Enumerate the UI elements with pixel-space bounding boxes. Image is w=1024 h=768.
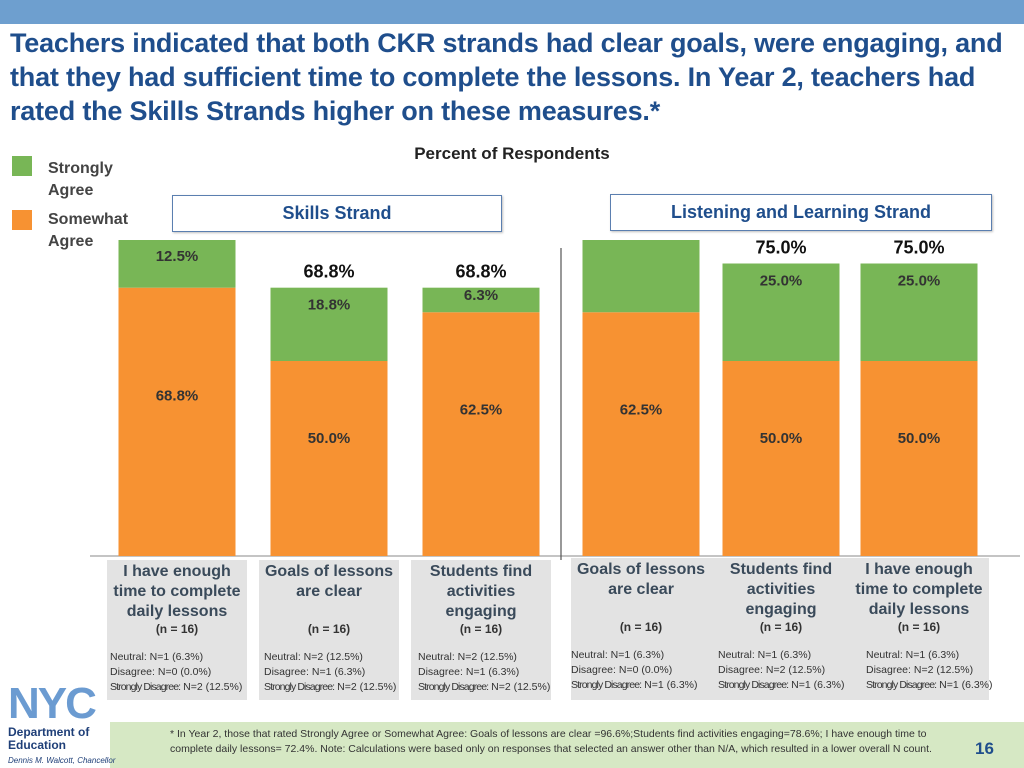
neutral-count: Neutral: N=1 (6.3%): [866, 649, 960, 661]
category-box-6: [849, 558, 989, 700]
top-banner: [0, 0, 1024, 24]
strongly-disagree-label: Strongly Disagree:: [418, 681, 489, 693]
distribution-1: Neutral: N=1 (6.3%) Disagree: N=0 (0.0%) S…: [110, 650, 242, 695]
label-somewhat-agree-6: 50.0%: [898, 430, 941, 447]
category-label-1: I have enough time to complete daily les…: [113, 563, 241, 620]
strongly-disagree-label: Strongly Disagree:: [110, 681, 181, 693]
category-box-3: [411, 560, 551, 700]
strongly-disagree-label: Strongly Disagree:: [571, 679, 642, 691]
legend-swatch-strongly-agree: [12, 156, 32, 176]
distribution-4: Neutral: N=1 (6.3%) Disagree: N=0 (0.0%) S…: [571, 648, 698, 693]
label-strongly-agree-6: 25.0%: [898, 273, 941, 290]
bar-somewhat-agree-4: [582, 312, 700, 556]
label-strongly-agree-3: 6.3%: [464, 287, 498, 304]
bar-strongly-agree-5: [722, 263, 840, 361]
stacked-bar-chart: 68.8%12.5%81.3%50.0%18.8%68.8%62.5%6.3%6…: [90, 240, 1020, 560]
bar-strongly-agree-3: [422, 287, 540, 313]
category-n-5: (n = 16): [759, 620, 803, 634]
strongly-disagree-label: Strongly Disagree:: [866, 679, 937, 691]
strongly-disagree-count: Strongly Disagree: N=2 (12.5%): [110, 680, 242, 695]
label-strongly-agree-4: 25.0%: [620, 240, 663, 241]
bar-somewhat-agree-5: [722, 361, 840, 556]
strongly-disagree-value: N=1 (6.3%): [788, 679, 845, 691]
neutral-count: Neutral: N=1 (6.3%): [571, 649, 665, 661]
neutral-count: Neutral: N=2 (12.5%): [264, 651, 363, 663]
legend-swatch-somewhat-agree: [12, 210, 32, 230]
bar-somewhat-agree-2: [270, 361, 388, 556]
logo-nyc: NYC: [8, 679, 97, 728]
category-label-3: Students find activities engaging: [429, 563, 533, 620]
distribution-3: Neutral: N=2 (12.5%) Disagree: N=1 (6.3%)…: [418, 650, 550, 695]
bar-strongly-agree-6: [860, 263, 978, 361]
strand-label-listening-learning: Listening and Learning Strand: [610, 194, 992, 231]
disagree-count: Disagree: N=2 (12.5%): [718, 664, 826, 676]
strongly-disagree-label: Strongly Disagree:: [264, 681, 335, 693]
category-n-1: (n = 16): [155, 622, 199, 636]
strongly-disagree-count: Strongly Disagree: N=1 (6.3%): [571, 678, 698, 693]
strongly-disagree-value: N=1 (6.3%): [936, 679, 993, 691]
disagree-count: Disagree: N=2 (12.5%): [866, 664, 974, 676]
label-total-2: 68.8%: [303, 262, 354, 282]
category-n-2: (n = 16): [307, 622, 351, 636]
strongly-disagree-value: N=2 (12.5%): [334, 681, 397, 693]
category-n-3: (n = 16): [459, 622, 503, 636]
category-label-5: Students find activities engaging: [729, 561, 833, 618]
distribution-5: Neutral: N=1 (6.3%) Disagree: N=2 (12.5%)…: [718, 648, 845, 693]
category-label-4: Goals of lessons are clear: [576, 561, 706, 598]
label-somewhat-agree-5: 50.0%: [760, 430, 803, 447]
nyc-doe-logo: NYC Department of Education Dennis M. Wa…: [8, 679, 116, 766]
disagree-count: Disagree: N=1 (6.3%): [418, 666, 520, 678]
logo-chancellor: Dennis M. Walcott, Chancellor: [8, 756, 116, 765]
strongly-disagree-value: N=2 (12.5%): [488, 681, 551, 693]
strongly-disagree-label: Strongly Disagree:: [718, 679, 789, 691]
bar-strongly-agree-2: [270, 287, 388, 361]
category-n-4: (n = 16): [619, 620, 663, 634]
strongly-disagree-count: Strongly Disagree: N=2 (12.5%): [264, 680, 396, 695]
label-total-5: 75.0%: [755, 240, 806, 258]
label-strongly-agree-1: 12.5%: [156, 248, 199, 265]
chart-subtitle: Percent of Respondents: [414, 144, 610, 163]
disagree-count: Disagree: N=0 (0.0%): [110, 666, 212, 678]
footnote-background: [110, 722, 1024, 768]
bar-somewhat-agree-1: [118, 287, 236, 556]
bar-strongly-agree-1: [118, 240, 236, 288]
bar-somewhat-agree-6: [860, 361, 978, 556]
category-box-2: [259, 560, 399, 700]
bar-somewhat-agree-3: [422, 312, 540, 556]
label-somewhat-agree-1: 68.8%: [156, 387, 199, 404]
category-label-2: Goals of lessons are clear: [264, 563, 394, 600]
bar-strongly-agree-4: [582, 240, 700, 313]
label-somewhat-agree-3: 62.5%: [460, 402, 503, 419]
label-strongly-agree-2: 18.8%: [308, 297, 351, 314]
distribution-2: Neutral: N=2 (12.5%) Disagree: N=1 (6.3%)…: [264, 650, 396, 695]
label-somewhat-agree-2: 50.0%: [308, 430, 351, 447]
strongly-disagree-count: Strongly Disagree: N=2 (12.5%): [418, 680, 550, 695]
label-somewhat-agree-4: 62.5%: [620, 402, 663, 419]
strongly-disagree-count: Strongly Disagree: N=1 (6.3%): [718, 678, 845, 693]
neutral-count: Neutral: N=2 (12.5%): [418, 651, 517, 663]
label-total-3: 68.8%: [455, 262, 506, 282]
disagree-count: Disagree: N=1 (6.3%): [264, 666, 366, 678]
logo-department: Department of Education: [8, 725, 90, 752]
strongly-disagree-value: N=2 (12.5%): [180, 681, 243, 693]
footnote: * In Year 2, those that rated Strongly A…: [170, 728, 932, 755]
legend-label-strongly-agree: Strongly Agree: [48, 160, 113, 199]
strongly-disagree-count: Strongly Disagree: N=1 (6.3%): [866, 678, 993, 693]
category-label-6: I have enough time to complete daily les…: [855, 561, 983, 618]
strand-label-skills: Skills Strand: [172, 195, 502, 232]
category-box-4: [571, 558, 711, 700]
neutral-count: Neutral: N=1 (6.3%): [110, 651, 204, 663]
strongly-disagree-value: N=1 (6.3%): [641, 679, 698, 691]
category-box-1: [107, 560, 247, 700]
disagree-count: Disagree: N=0 (0.0%): [571, 664, 673, 676]
label-total-6: 75.0%: [893, 240, 944, 258]
neutral-count: Neutral: N=1 (6.3%): [718, 649, 812, 661]
category-n-6: (n = 16): [897, 620, 941, 634]
page-number: 16: [975, 739, 994, 758]
legend-label-somewhat-agree: Somewhat Agree: [48, 211, 129, 250]
category-box-5: [711, 558, 851, 700]
label-strongly-agree-5: 25.0%: [760, 273, 803, 290]
page-title: Teachers indicated that both CKR strands…: [10, 28, 1003, 126]
distribution-6: Neutral: N=1 (6.3%) Disagree: N=2 (12.5%)…: [866, 648, 993, 693]
